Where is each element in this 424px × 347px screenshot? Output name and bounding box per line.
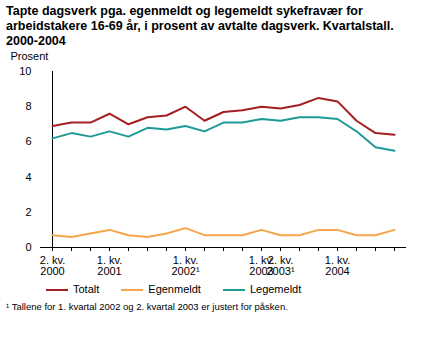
svg-text:8: 8 — [25, 100, 31, 112]
svg-text:2. kv.2003¹: 2. kv.2003¹ — [266, 254, 294, 277]
svg-text:2. kv.2000: 2. kv.2000 — [40, 254, 65, 277]
svg-text:10: 10 — [19, 65, 31, 77]
svg-text:1. kv.2001: 1. kv.2001 — [97, 254, 122, 277]
svg-text:6: 6 — [25, 135, 31, 147]
svg-text:0: 0 — [25, 241, 31, 253]
svg-text:4: 4 — [25, 171, 31, 183]
svg-text:1. kv.2002¹: 1. kv.2002¹ — [171, 254, 199, 277]
svg-text:2: 2 — [25, 206, 31, 218]
svg-text:Prosent: Prosent — [11, 50, 49, 62]
svg-text:1. kv.2004: 1. kv.2004 — [325, 254, 350, 277]
